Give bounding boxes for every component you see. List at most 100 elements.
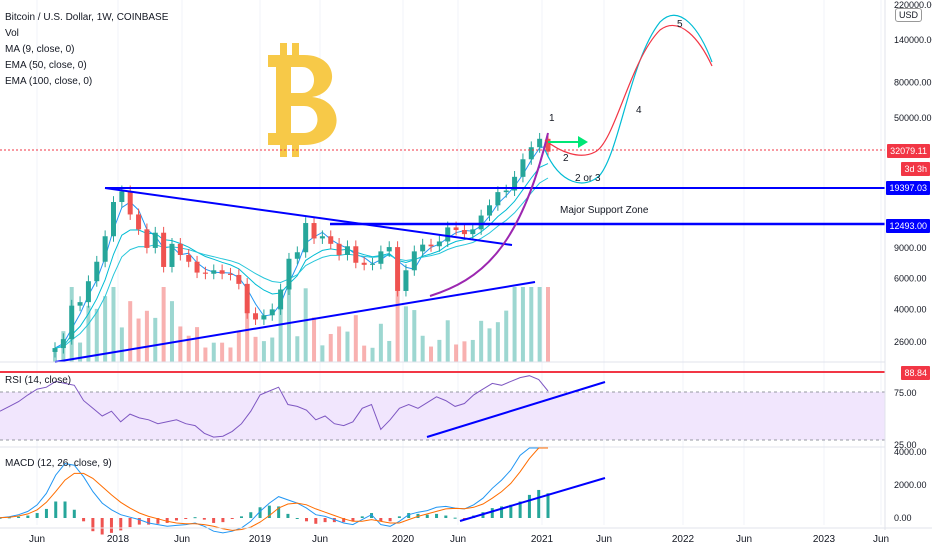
rsi-trendline — [426, 381, 606, 438]
volume-bar — [479, 320, 484, 362]
volume-bar — [236, 331, 241, 362]
candle-body — [194, 261, 200, 273]
x-tick-label: 2020 — [392, 534, 415, 545]
volume-bar — [245, 287, 250, 362]
candle-body — [495, 192, 501, 206]
volume-bar — [420, 335, 425, 362]
candle-body — [77, 302, 83, 306]
macd-histogram-bar — [44, 508, 48, 518]
volume-bar — [136, 318, 141, 362]
x-tick-label: Jun — [873, 534, 889, 545]
volume-bar — [429, 346, 434, 362]
macd-histogram-bar — [165, 518, 169, 523]
support-zone-label: Major Support Zone — [560, 205, 649, 216]
macd-histogram-bar — [425, 514, 429, 518]
volume-bar — [103, 296, 108, 362]
volume-bar — [378, 323, 383, 362]
macd-histogram-bar — [128, 518, 132, 528]
volume-bar — [303, 288, 308, 362]
candle-body — [353, 246, 359, 263]
volume-bars — [53, 287, 550, 362]
wave-label: 2 — [563, 153, 569, 164]
candle-body — [361, 262, 367, 265]
y-tick-label: 6000.00 — [894, 274, 927, 284]
volume-bar — [437, 339, 442, 362]
macd-histogram-bar — [35, 513, 39, 518]
macd-histogram-bar — [249, 512, 253, 518]
candle-body — [344, 246, 350, 255]
volume-bar — [153, 317, 158, 362]
volume-bar — [412, 310, 417, 362]
y-tick-label: 80000.00 — [894, 77, 932, 87]
legend-line-ma9: MA (9, close, 0) — [5, 44, 75, 55]
candle-body — [119, 191, 125, 203]
parabolic-curve — [429, 132, 549, 297]
macd-histogram-bar — [490, 508, 494, 518]
rsi-tick-label: 75.00 — [894, 388, 917, 398]
x-tick-label: Jun — [174, 534, 190, 545]
y-tick-label: 2600.00 — [894, 337, 927, 347]
candle-body — [453, 227, 459, 231]
volume-bar — [178, 326, 183, 362]
macd-histogram-bar — [221, 518, 225, 523]
macd-histogram-bar — [17, 516, 21, 518]
volume-bar — [228, 347, 233, 362]
legend-line-ema100: EMA (100, close, 0) — [5, 76, 93, 87]
volume-bar — [253, 336, 258, 362]
wave-label: 5 — [677, 19, 683, 30]
volume-bar — [337, 326, 342, 362]
volume-bar — [320, 345, 325, 362]
macd-histogram-bar — [137, 518, 141, 525]
volume-bar — [387, 340, 392, 362]
volume-bar — [345, 331, 350, 362]
candle-body — [152, 232, 158, 248]
macd-pane — [0, 447, 606, 535]
volume-bar — [211, 342, 216, 362]
macd-histogram-bar — [156, 518, 160, 524]
macd-histogram-bar — [0, 517, 2, 519]
candle-body — [403, 270, 409, 291]
macd-histogram-bar — [193, 517, 197, 519]
volume-bar — [312, 317, 317, 362]
macd-histogram-bar — [174, 518, 178, 521]
x-tick-label: Jun — [29, 534, 45, 545]
volume-bar — [370, 347, 375, 362]
chart-legend: Bitcoin / U.S. Dollar, 1W, COINBASE Vol … — [5, 10, 168, 90]
volume-bar — [195, 327, 200, 362]
candle-body — [294, 252, 300, 259]
volume-bar — [144, 310, 149, 362]
candle-body — [303, 223, 309, 253]
volume-bar — [395, 287, 400, 362]
candle-body — [319, 236, 325, 239]
price-candles — [52, 132, 551, 358]
candle-body — [328, 236, 334, 244]
macd-histogram-bar — [63, 501, 67, 518]
volume-bar — [353, 315, 358, 362]
candle-body — [211, 270, 217, 274]
macd-histogram-bar — [109, 518, 113, 533]
candle-body — [102, 236, 108, 262]
volume-bar — [78, 342, 83, 362]
candle-body — [336, 243, 342, 255]
y-tick-label: 140000.00 — [894, 35, 932, 45]
volume-bar — [362, 345, 367, 362]
macd-histogram-bar — [435, 513, 439, 518]
candle-body — [445, 227, 451, 242]
macd-histogram-bar — [72, 509, 76, 518]
x-tick-label: Jun — [736, 534, 752, 545]
candle-body — [52, 348, 58, 352]
candle-body — [60, 339, 66, 349]
symbol-title: Bitcoin / U.S. Dollar, 1W, COINBASE — [5, 12, 169, 23]
volume-bar — [261, 341, 266, 362]
macd-histogram-bar — [26, 515, 30, 518]
x-tick-label: Jun — [450, 534, 466, 545]
candle-body — [127, 191, 133, 215]
candle-body — [503, 190, 509, 193]
macd-histogram-bar — [91, 518, 95, 532]
x-tick-label: 2019 — [249, 534, 272, 545]
macd-histogram-bar — [277, 506, 281, 518]
currency-badge[interactable]: USD — [894, 8, 922, 22]
candle-body — [202, 272, 208, 274]
candle-body — [520, 159, 526, 177]
